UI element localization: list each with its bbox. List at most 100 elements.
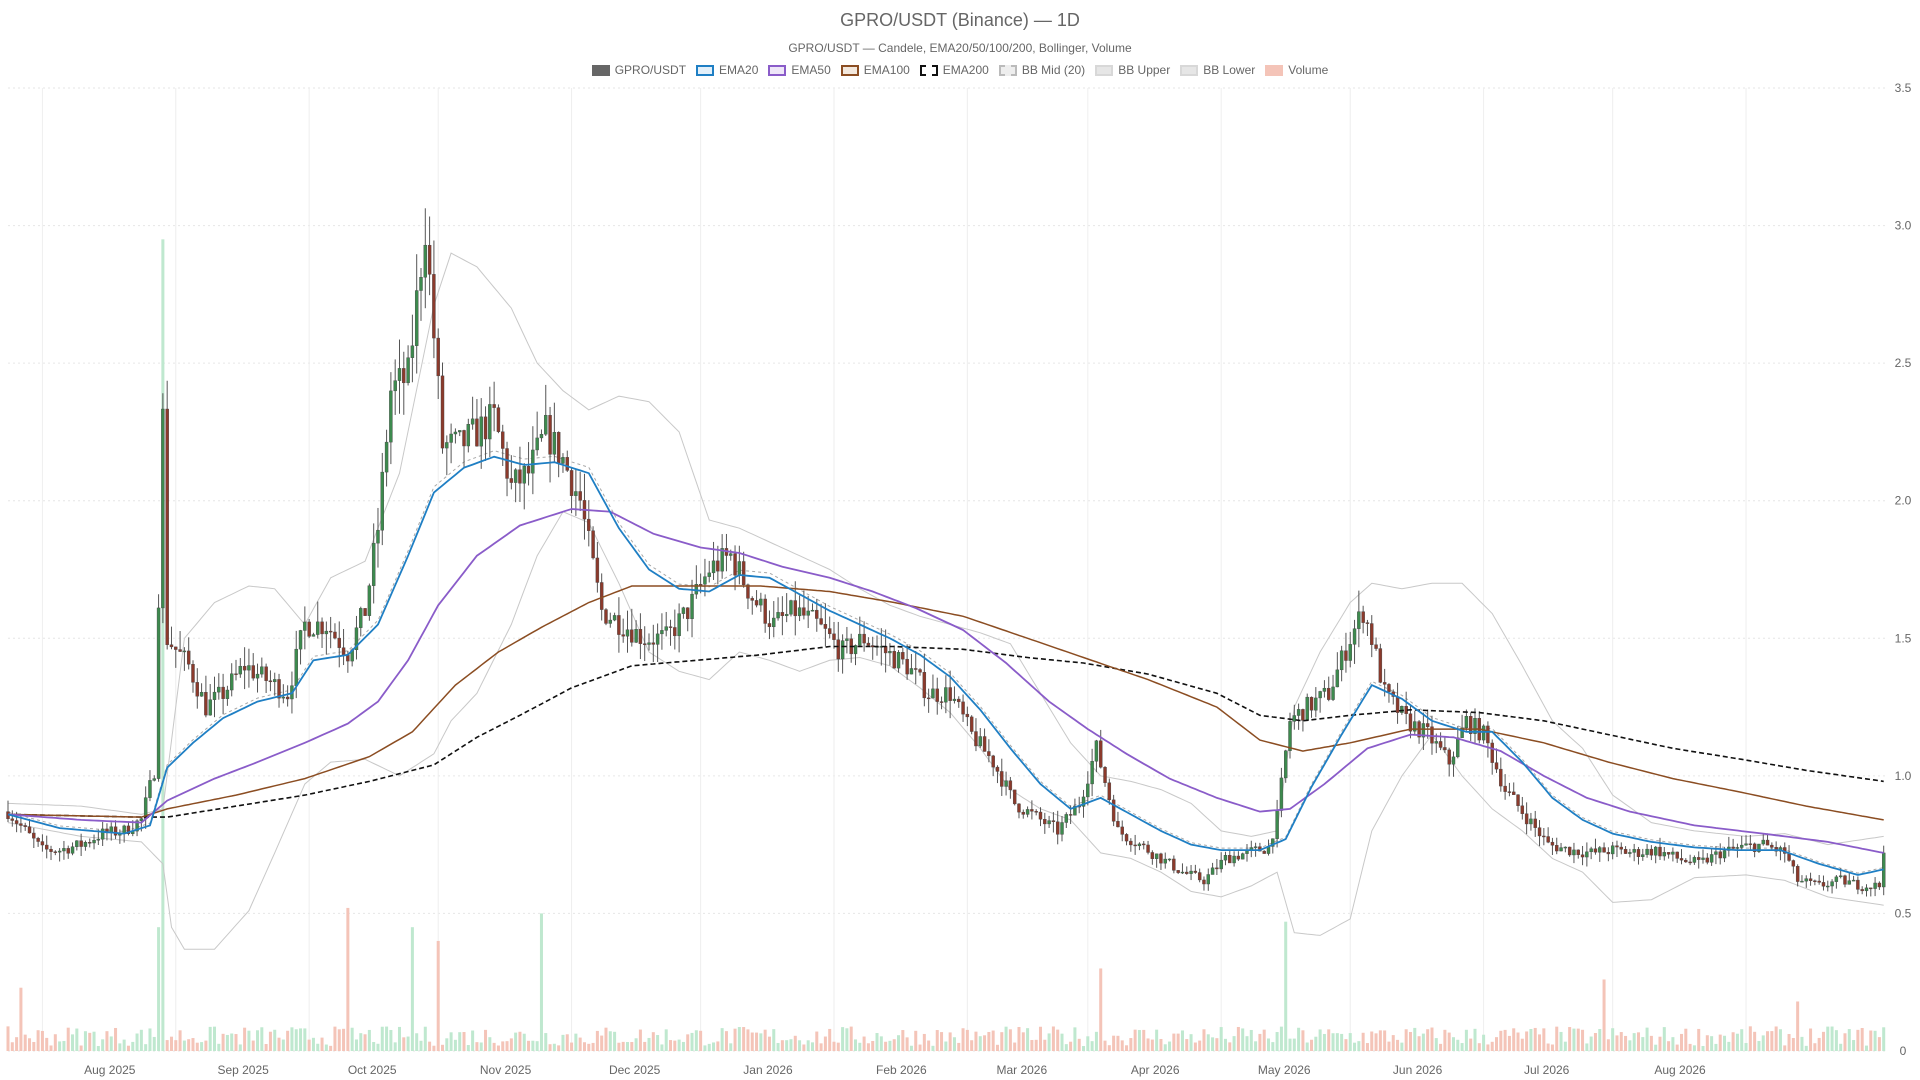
volume-bar (823, 1036, 827, 1051)
legend-item-ema50[interactable]: EMA50 (768, 63, 831, 77)
volume-bar (974, 1031, 978, 1051)
candle-body (1598, 847, 1602, 853)
legend-item-bb-upper[interactable]: BB Upper (1095, 63, 1170, 77)
volume-bar (445, 1038, 449, 1051)
legend-label: BB Mid (20) (1021, 63, 1086, 77)
volume-bar (1383, 1030, 1387, 1051)
volume-bar (1873, 1030, 1877, 1051)
legend-item-volume[interactable]: Volume (1265, 63, 1328, 77)
x-tick-label: Jul 2026 (1524, 1063, 1570, 1077)
candle-body (957, 698, 961, 703)
legend-item-gpro-usdt[interactable]: GPRO/USDT (591, 63, 686, 77)
y-tick-label: 2.5 (1895, 356, 1912, 370)
candle-body (432, 274, 436, 339)
volume-bar (496, 1045, 500, 1051)
volume-bar (1288, 1038, 1292, 1051)
legend-swatch-bb-mid-20 (998, 64, 1017, 76)
volume-bar (311, 1037, 315, 1051)
volume-bar (1499, 1030, 1503, 1051)
candle-body (161, 408, 165, 609)
volume-bar (1228, 1042, 1232, 1051)
volume-bar (221, 1033, 225, 1051)
legend-item-ema20[interactable]: EMA20 (696, 63, 758, 77)
legend-item-ema200[interactable]: EMA200 (919, 63, 989, 77)
volume-bar (238, 1044, 242, 1051)
candle-body (419, 277, 423, 291)
volume-bar (71, 1034, 75, 1051)
volume-bar (15, 1037, 19, 1051)
volume-bar (1391, 1035, 1395, 1051)
volume-bar (1826, 1026, 1830, 1051)
volume-bar (535, 1041, 539, 1051)
volume-bar (1245, 1036, 1249, 1051)
volume-bar (703, 1045, 707, 1051)
candle-body (1653, 846, 1658, 856)
candle-body (1344, 650, 1348, 661)
candle-body (922, 672, 927, 699)
candle-body (1447, 749, 1451, 765)
ema50-line (7, 508, 1884, 854)
volume-bar (1146, 1038, 1150, 1051)
volume-bar (1168, 1041, 1172, 1051)
candle-body (1262, 850, 1266, 854)
volume-bar (1520, 1038, 1524, 1051)
legend-item-bb-mid-20[interactable]: BB Mid (20) (998, 63, 1086, 77)
candle-body (1623, 849, 1628, 854)
candle-body (1030, 809, 1034, 812)
volume-bar (690, 1032, 694, 1051)
candle-body (548, 415, 552, 455)
volume-bar (484, 1029, 488, 1051)
candle-body (333, 631, 337, 639)
volume-bar (363, 1034, 367, 1051)
candle-body (1236, 855, 1241, 860)
volume-bar (333, 1026, 337, 1051)
candle-body (1124, 834, 1129, 842)
volume-bar (346, 907, 350, 1051)
candle-body (1314, 697, 1318, 711)
candle-body (298, 630, 303, 650)
candle-body (1520, 805, 1525, 814)
candle-body (720, 548, 724, 572)
volume-bar (208, 1026, 212, 1051)
candle-body (1197, 872, 1202, 881)
volume-bar (755, 1032, 759, 1051)
volume-bar (595, 1030, 599, 1051)
candle-body (445, 442, 449, 449)
candle-body (1055, 821, 1060, 835)
y-tick-label: 1.0 (1895, 769, 1912, 783)
candle-body (539, 434, 544, 439)
candle-body (1004, 780, 1008, 787)
candle-body (733, 553, 737, 576)
legend-item-bb-lower[interactable]: BB Lower (1180, 63, 1255, 77)
candle-body (914, 668, 918, 670)
candle-body (96, 839, 101, 841)
candle-body (1834, 876, 1839, 882)
candle-body (505, 448, 509, 479)
volume-bar (1507, 1035, 1511, 1051)
volume-bar (806, 1040, 810, 1051)
volume-bar (1593, 1033, 1597, 1051)
volume-bar (884, 1041, 888, 1051)
candle-body (556, 432, 561, 464)
volume-bar (1761, 1035, 1765, 1051)
candle-body (681, 607, 686, 614)
legend-item-ema100[interactable]: EMA100 (840, 63, 910, 77)
volume-bar (1813, 1043, 1817, 1051)
candle-body (1714, 851, 1718, 855)
volume-bar (995, 1044, 999, 1051)
volume-bar (1254, 1041, 1258, 1051)
candle-body (1038, 811, 1043, 820)
candle-body (363, 608, 367, 616)
candle-body (1090, 761, 1094, 785)
candle-body (1193, 870, 1198, 873)
volume-bar (1611, 1028, 1615, 1051)
volume-bar (359, 1033, 363, 1051)
volume-bar (656, 1035, 660, 1051)
candle-body (1296, 709, 1301, 716)
volume-bar (1417, 1036, 1421, 1051)
candle-body (1421, 723, 1426, 738)
volume-bar (1606, 1039, 1610, 1051)
volume-bar (79, 1045, 83, 1051)
volume-bar (1766, 1031, 1770, 1051)
candle-body (1830, 881, 1834, 887)
